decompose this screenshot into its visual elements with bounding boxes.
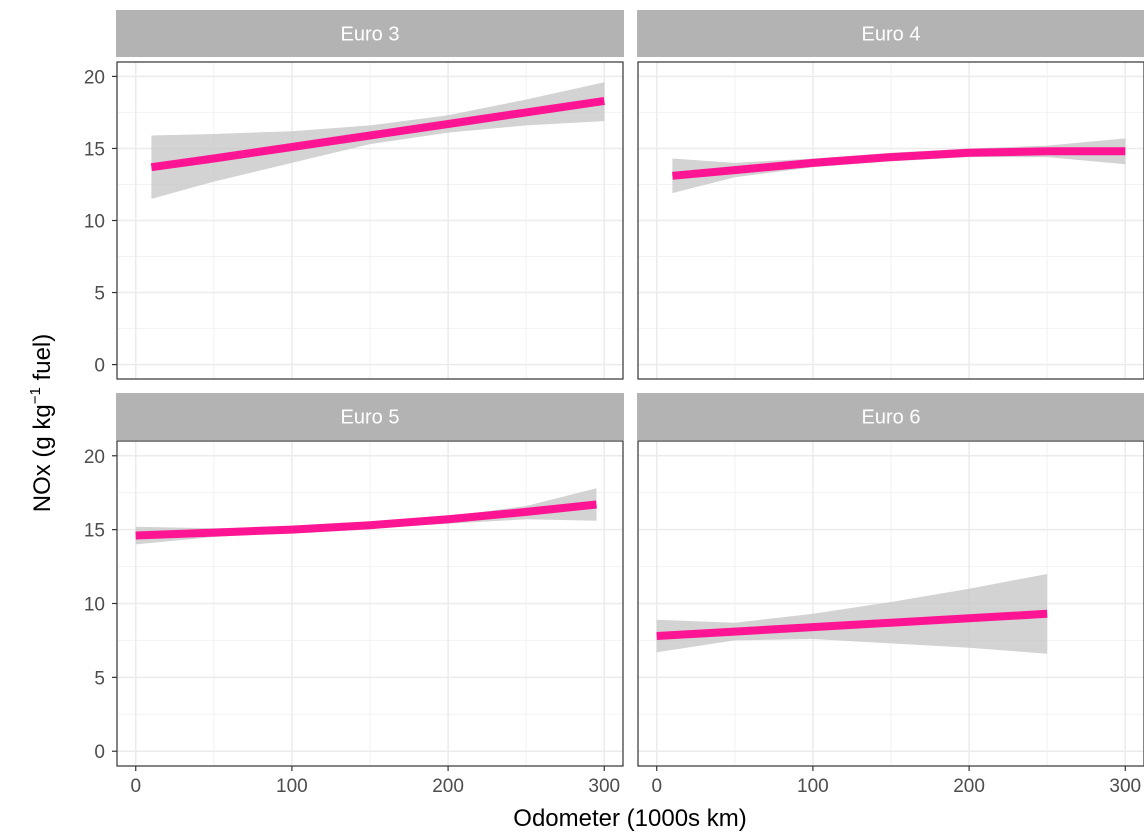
x-tick-label: 0 — [130, 776, 141, 797]
facet-panels: Euro 3 Euro 4 Euro 5 Euro 6 — [112, 10, 1144, 771]
facet-strip — [116, 393, 624, 440]
x-tick-label: 200 — [432, 776, 464, 797]
facet-title: Euro 4 — [862, 24, 921, 46]
x-tick-label: 100 — [276, 776, 308, 797]
y-axis-title-suffix: fuel) — [29, 334, 56, 387]
y-tick-label: 20 — [84, 447, 105, 468]
facet-strip — [637, 393, 1144, 440]
facet-panel: Euro 4 — [637, 10, 1144, 380]
y-tick-label: 20 — [84, 67, 105, 88]
x-tick-label: 100 — [797, 776, 829, 797]
panel-border — [637, 61, 1144, 380]
y-tick-label: 15 — [84, 521, 105, 542]
fitted-line — [150, 96, 605, 172]
facet-title: Euro 6 — [862, 407, 921, 429]
x-tick-label: 0 — [651, 776, 662, 797]
y-tick-label: 0 — [94, 356, 105, 377]
x-axis-tick-labels: 0 100 200 300 0 100 200 300 — [130, 776, 1141, 797]
fitted-line — [135, 500, 597, 540]
y-axis-title: NOx (g kg−1 fuel) — [27, 334, 56, 513]
y-tick-label: 15 — [84, 139, 105, 160]
y-tick-label: 5 — [94, 668, 105, 689]
facet-strip — [637, 10, 1144, 57]
y-tick-label: 5 — [94, 284, 105, 305]
x-tick-label: 300 — [1109, 776, 1141, 797]
fitted-line — [672, 147, 1126, 180]
facet-panel: Euro 3 — [112, 10, 624, 380]
facet-strip — [116, 10, 624, 57]
y-tick-label: 10 — [84, 595, 105, 616]
y-axis-title-prefix: NOx (g kg — [29, 404, 56, 512]
y-tick-label: 10 — [84, 212, 105, 233]
y-axis-title-superscript: −1 — [27, 387, 44, 404]
facet-panel: Euro 5 — [112, 393, 624, 771]
y-tick-label: 0 — [94, 742, 105, 763]
facet-panel: Euro 6 — [637, 393, 1144, 771]
confidence-band — [151, 82, 605, 199]
x-axis-title: Odometer (1000s km) — [513, 805, 746, 832]
facet-title: Euro 5 — [341, 407, 400, 429]
fitted-line — [656, 609, 1048, 640]
y-axis-tick-labels: 0 5 10 15 20 0 5 10 15 20 — [84, 67, 105, 763]
panel-border — [637, 440, 1144, 767]
x-tick-label: 300 — [588, 776, 620, 797]
facet-title: Euro 3 — [341, 24, 400, 46]
x-tick-label: 200 — [953, 776, 985, 797]
